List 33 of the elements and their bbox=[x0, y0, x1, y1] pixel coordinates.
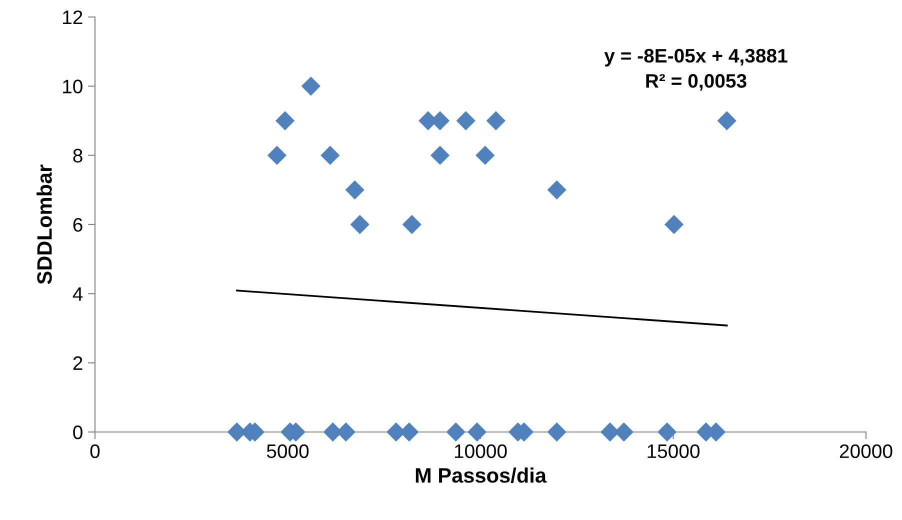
x-axis-title: M Passos/dia bbox=[416, 467, 547, 483]
point bbox=[547, 180, 566, 200]
point bbox=[267, 146, 287, 165]
point bbox=[717, 111, 736, 130]
point bbox=[446, 422, 466, 442]
point bbox=[301, 76, 320, 96]
x-tick-label: 0 bbox=[90, 444, 100, 458]
point bbox=[402, 214, 422, 234]
point bbox=[467, 422, 487, 442]
y-tick-label: 6 bbox=[73, 218, 82, 232]
point bbox=[320, 146, 340, 165]
y-tick-label: 4 bbox=[72, 287, 83, 301]
y-axis-title: SDDLombar bbox=[36, 164, 52, 284]
y-tick-label: 8 bbox=[73, 148, 82, 163]
y-tick-label: 0 bbox=[73, 425, 82, 440]
x-tick-label: 5000 bbox=[266, 444, 309, 458]
x-tick-label: 20000 bbox=[840, 444, 892, 458]
y-tick-label: 12 bbox=[63, 10, 82, 24]
y-tick-label: 2 bbox=[73, 356, 82, 370]
point bbox=[664, 214, 684, 234]
point bbox=[345, 180, 364, 200]
point bbox=[486, 111, 506, 130]
point bbox=[275, 111, 295, 130]
point bbox=[658, 422, 677, 442]
point bbox=[476, 146, 495, 165]
point bbox=[456, 111, 476, 130]
y-tick-label: 10 bbox=[63, 80, 82, 94]
annotation: y = -8E-05x + 4,3881 R² = 0,0053 bbox=[604, 48, 788, 91]
x-tick-label: 10000 bbox=[454, 444, 507, 458]
x-tick-label: 15000 bbox=[648, 444, 700, 458]
point bbox=[430, 146, 450, 165]
point bbox=[547, 422, 566, 442]
point bbox=[350, 214, 370, 234]
